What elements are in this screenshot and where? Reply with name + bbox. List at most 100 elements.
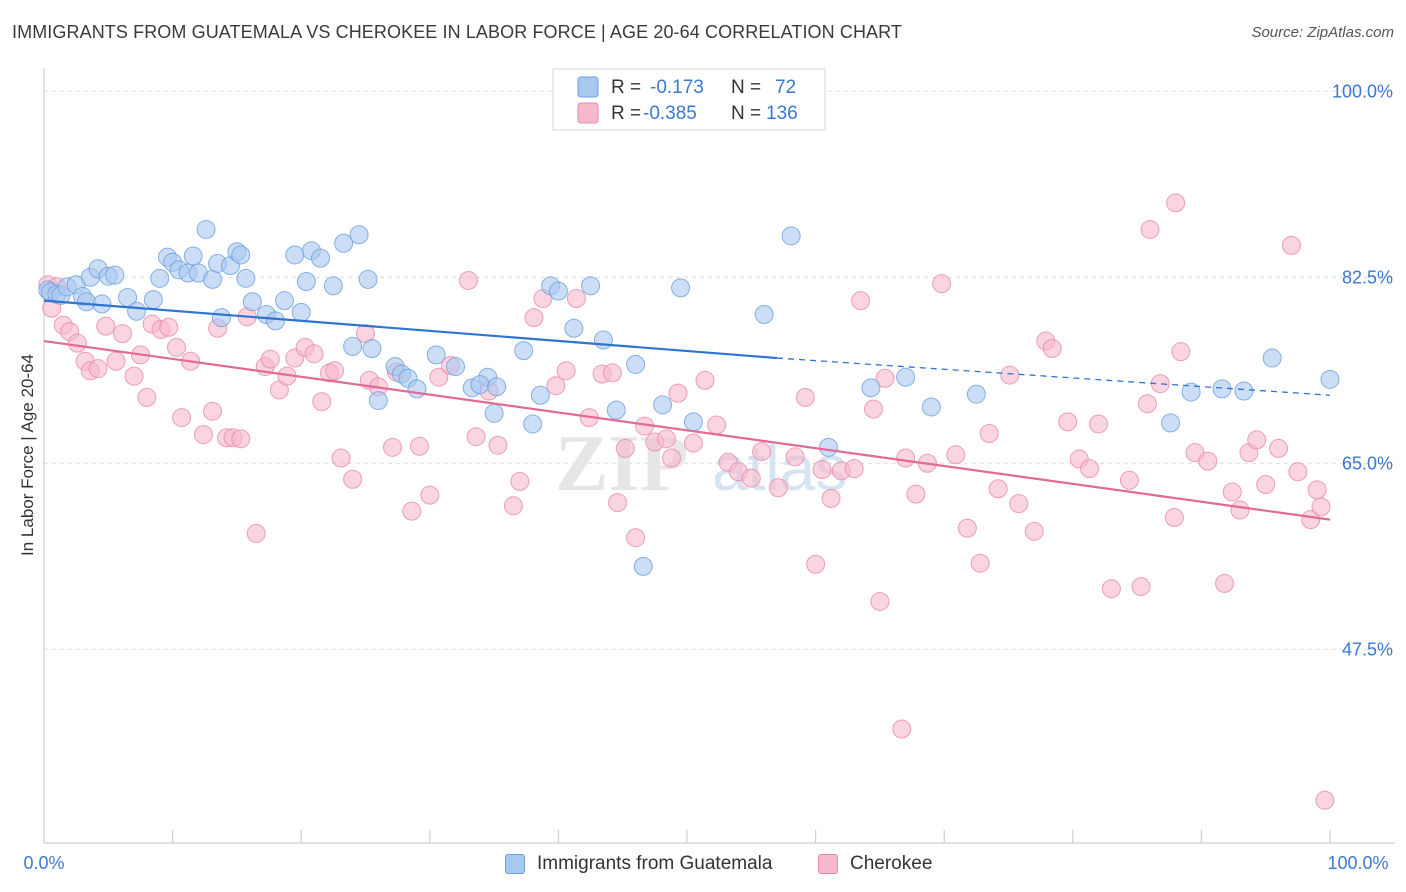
cherokee-point-19 xyxy=(172,408,192,428)
legend-label-guatemala: Immigrants from Guatemala xyxy=(537,853,773,874)
cherokee-point-79 xyxy=(752,442,772,462)
series-cherokee-points xyxy=(38,193,1335,810)
cherokee-point-64 xyxy=(602,363,622,383)
cherokee-point-22 xyxy=(202,401,222,421)
cherokee-point-90 xyxy=(892,719,912,739)
guatemala-point-54 xyxy=(470,375,490,395)
cherokee-point-128 xyxy=(1315,790,1335,810)
guatemala-point-23 xyxy=(196,219,216,239)
cherokee-point-10 xyxy=(106,351,126,371)
axes xyxy=(43,68,1395,844)
cherokee-point-92 xyxy=(906,484,926,504)
guatemala-point-14 xyxy=(127,301,147,321)
cherokee-point-115 xyxy=(1171,342,1191,362)
y-tick-label-1: 82.5% xyxy=(1342,267,1393,287)
guatemala-point-73 xyxy=(921,397,941,417)
guatemala-point-59 xyxy=(548,281,568,301)
guatemala-point-75 xyxy=(1161,413,1181,433)
legend-n-label-1: N = xyxy=(731,77,761,98)
guatemala-point-67 xyxy=(683,412,703,432)
cherokee-point-96 xyxy=(957,518,977,538)
legend-r-label-2: R = xyxy=(611,103,641,124)
cherokee-point-46 xyxy=(402,501,422,521)
chart-title: IMMIGRANTS FROM GUATEMALA VS CHEROKEE IN… xyxy=(12,22,903,42)
trend-lines xyxy=(43,299,1331,521)
guatemala-point-82 xyxy=(368,391,388,411)
legend-item-guatemala[interactable]: Immigrants from Guatemala xyxy=(505,853,772,875)
cherokee-point-95 xyxy=(946,445,966,465)
cherokee-point-100 xyxy=(1000,365,1020,385)
guatemala-point-78 xyxy=(1234,381,1254,401)
cherokee-point-59 xyxy=(546,376,566,396)
cherokee-point-65 xyxy=(608,493,628,513)
guatemala-point-39 xyxy=(310,248,330,268)
series-guatemala-points xyxy=(38,81,1340,576)
correlation-legend: R = -0.173 N = 72 R = -0.385 N = 136 xyxy=(552,68,826,131)
y-tick-label-2: 65.0% xyxy=(1342,453,1393,473)
cherokee-point-26 xyxy=(231,429,251,449)
cherokee-point-39 xyxy=(331,448,351,468)
guatemala-point-74 xyxy=(966,384,986,404)
cherokee-point-88 xyxy=(863,399,883,419)
cherokee-point-57 xyxy=(524,308,544,328)
cherokee-point-133 xyxy=(806,554,826,574)
guatemala-point-69 xyxy=(754,304,774,324)
guatemala-point-61 xyxy=(581,276,601,296)
guatemala-point-21 xyxy=(183,246,203,266)
y-tick-label-3: 47.5% xyxy=(1342,639,1393,659)
cherokee-point-118 xyxy=(1215,573,1235,593)
guatemala-point-12 xyxy=(105,265,125,285)
guatemala-point-42 xyxy=(349,225,369,245)
cherokee-point-66 xyxy=(615,438,635,458)
cherokee-point-129 xyxy=(1140,219,1160,239)
cherokee-point-52 xyxy=(466,427,486,447)
cherokee-point-87 xyxy=(851,291,871,311)
legend-item-cherokee[interactable]: Cherokee xyxy=(818,853,932,875)
guatemala-point-85 xyxy=(626,354,646,374)
guatemala-point-33 xyxy=(265,311,285,331)
cherokee-point-44 xyxy=(383,437,403,457)
guatemala-point-63 xyxy=(606,400,626,420)
guatemala-point-80 xyxy=(1320,369,1340,389)
cherokee-point-71 xyxy=(662,448,682,468)
cherokee-point-51 xyxy=(458,270,478,290)
guatemala-point-71 xyxy=(861,378,881,398)
guatemala-point-55 xyxy=(487,377,507,397)
cherokee-point-130 xyxy=(1166,193,1186,213)
guatemala-point-26 xyxy=(211,308,231,328)
guatemala-point-35 xyxy=(285,245,305,265)
cherokee-point-49 xyxy=(429,367,449,387)
cherokee-point-127 xyxy=(1311,497,1331,517)
cherokee-point-122 xyxy=(1247,430,1267,450)
guatemala-point-44 xyxy=(343,336,363,356)
cherokee-point-48 xyxy=(420,485,440,505)
cherokee-point-94 xyxy=(932,274,952,294)
cherokee-point-38 xyxy=(325,361,345,381)
cherokee-point-97 xyxy=(970,553,990,573)
guatemala-point-79 xyxy=(1262,348,1282,368)
cherokee-point-110 xyxy=(1119,470,1139,490)
cherokee-point-30 xyxy=(260,349,280,369)
guatemala-point-60 xyxy=(564,318,584,338)
x-tick-label-right: 100.0% xyxy=(1327,853,1388,873)
cherokee-point-134 xyxy=(870,591,890,611)
guatemala-point-76 xyxy=(1181,382,1201,402)
cherokee-point-86 xyxy=(844,459,864,479)
cherokee-point-123 xyxy=(1256,475,1276,495)
guatemala-point-64 xyxy=(633,556,653,576)
guatemala-point-16 xyxy=(150,268,170,288)
cherokee-point-9 xyxy=(96,316,116,336)
cherokee-point-75 xyxy=(707,415,727,435)
cherokee-point-36 xyxy=(312,392,332,412)
guatemala-point-37 xyxy=(296,272,316,292)
y-tick-labels: 100.0% 82.5% 65.0% 47.5% xyxy=(1332,81,1393,659)
cherokee-point-107 xyxy=(1080,459,1100,479)
cherokee-point-81 xyxy=(785,447,805,467)
cherokee-point-120 xyxy=(1230,500,1250,520)
cherokee-point-28 xyxy=(246,523,266,543)
legend-swatch-guatemala-bottom xyxy=(505,854,525,874)
cherokee-point-17 xyxy=(159,317,179,337)
cherokee-point-101 xyxy=(1009,494,1029,514)
guatemala-point-50 xyxy=(426,345,446,365)
cherokee-point-84 xyxy=(821,488,841,508)
